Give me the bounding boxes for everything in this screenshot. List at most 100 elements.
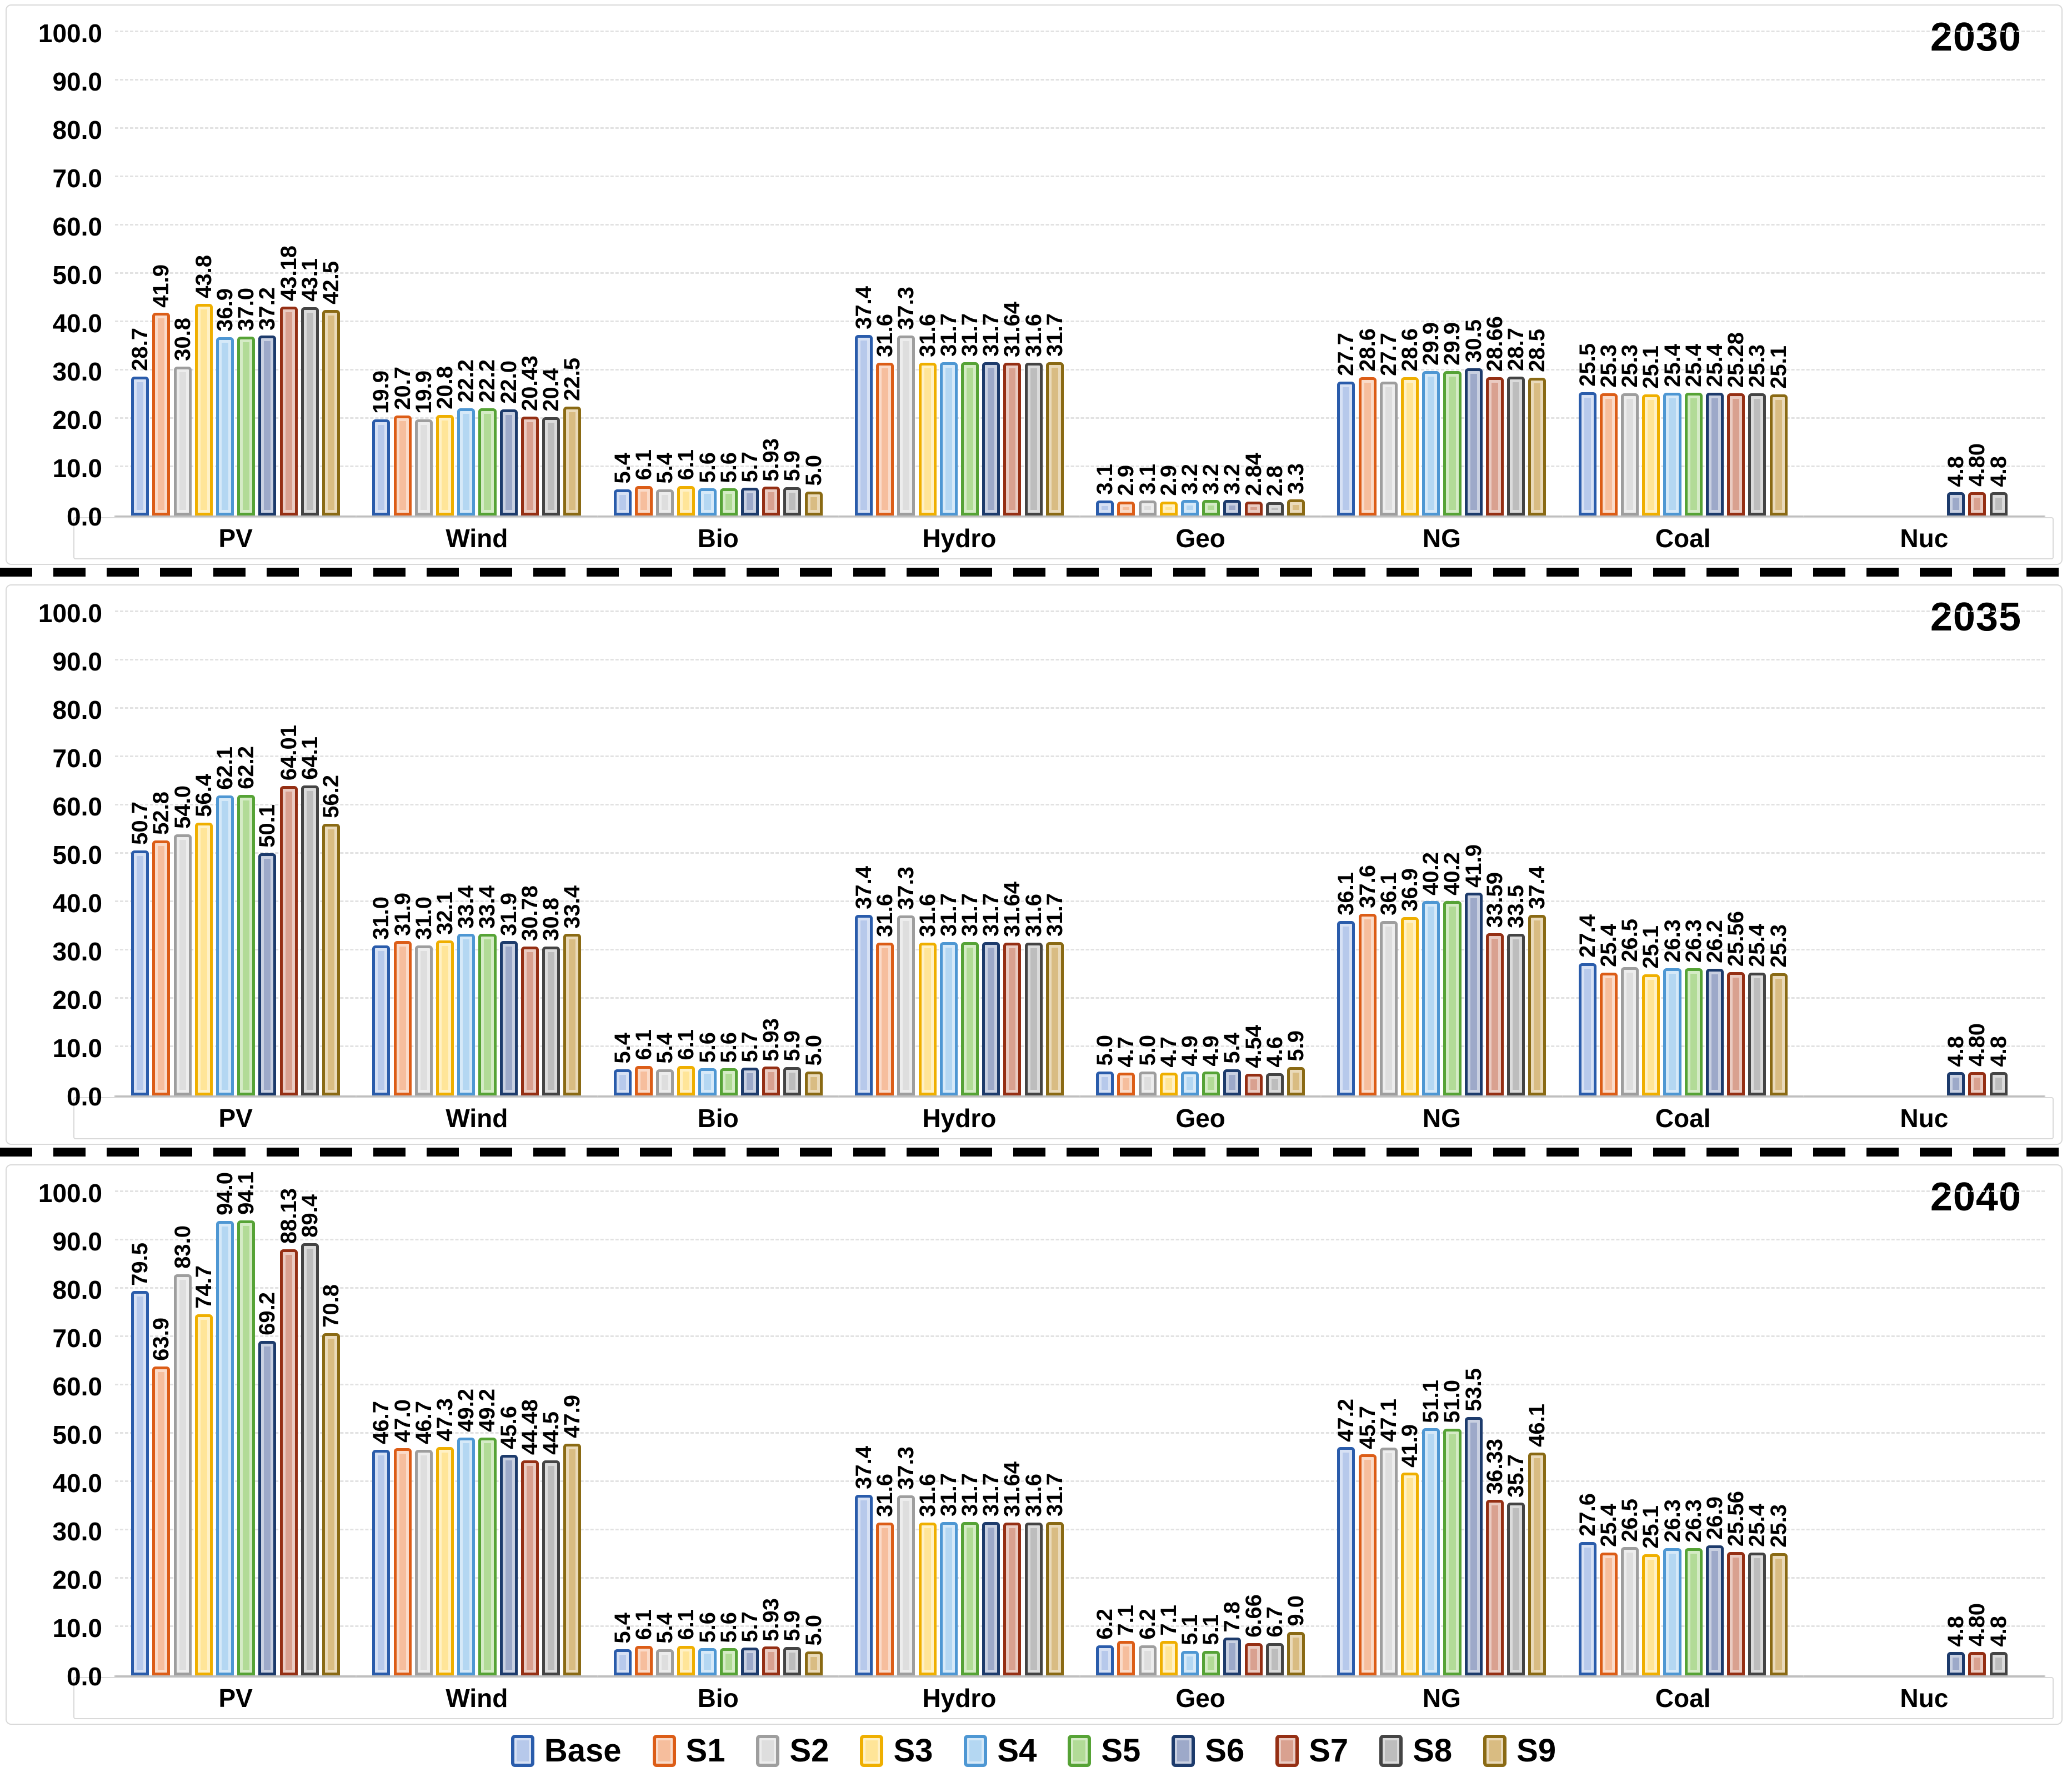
bar-s8-pv	[301, 785, 319, 1095]
bar-value-label: 41.9	[1398, 1424, 1423, 1468]
bar-s7-bio	[762, 1646, 780, 1675]
bar-s9-wind	[563, 407, 582, 515]
category-label-geo: Geo	[1175, 1104, 1225, 1133]
bar-s3-pv	[194, 823, 213, 1095]
legend-label: S2	[789, 1733, 829, 1769]
category-label-wind: Wind	[446, 1104, 508, 1133]
gridline	[115, 900, 2045, 902]
bar-value-label: 28.5	[1525, 329, 1550, 373]
bar-base-hydro	[854, 914, 873, 1095]
bar-value-label: 64.1	[297, 737, 322, 780]
bar-s1-coal	[1599, 393, 1618, 515]
category-label-bio: Bio	[697, 1104, 739, 1133]
bar-s2-wind	[414, 419, 433, 515]
bar-value-label: 53.5	[1461, 1368, 1486, 1411]
bar-value-label: 41.9	[149, 264, 174, 308]
bar-s3-hydro	[918, 363, 937, 515]
bar-s2-bio	[656, 1649, 674, 1675]
gridline	[115, 755, 2045, 757]
y-tick-label: 90.0	[52, 1227, 102, 1256]
bar-s3-wind	[436, 940, 454, 1095]
bar-s6-nuc	[1947, 492, 1965, 515]
gridline	[115, 1577, 2045, 1579]
bar-s6-geo	[1223, 500, 1242, 515]
bar-s1-ng	[1358, 913, 1377, 1095]
bar-s7-nuc	[1968, 1072, 1986, 1095]
gridline	[115, 610, 2045, 612]
bar-s2-hydro	[897, 335, 915, 515]
bar-s5-ng	[1443, 1429, 1462, 1675]
bar-s7-geo	[1244, 1643, 1263, 1675]
bar-s1-hydro	[876, 1523, 894, 1675]
gridline	[115, 1432, 2045, 1434]
bar-s6-ng	[1464, 893, 1483, 1095]
bar-s6-coal	[1705, 393, 1724, 515]
bar-s3-ng	[1401, 917, 1419, 1095]
category-label-nuc: Nuc	[1900, 524, 1949, 553]
gridline	[115, 224, 2045, 226]
bar-s6-wind	[499, 941, 518, 1095]
legend-swatch-s6	[1172, 1734, 1195, 1767]
panel-2035: 2035 50.7 31.0 5.4 37.4 5.0 36.1 27.4 52.8 31.9 6…	[6, 584, 2063, 1145]
legend-swatch-s2	[756, 1734, 780, 1767]
category-label-coal: Coal	[1655, 1104, 1711, 1133]
year-label-2030: 2030	[1930, 15, 2021, 59]
bar-s4-bio	[698, 488, 717, 515]
bar-s5-bio	[719, 488, 738, 515]
legend-item-s4: S4	[964, 1732, 1037, 1769]
bar-s5-coal	[1684, 968, 1703, 1095]
bar-s4-ng	[1422, 1428, 1440, 1675]
category-label-pv: PV	[218, 524, 253, 553]
bar-s7-ng	[1485, 1499, 1504, 1675]
bar-s8-coal	[1748, 1553, 1766, 1675]
bar-base-wind	[372, 1449, 391, 1675]
legend-swatch-base	[511, 1734, 534, 1767]
gridline	[115, 1529, 2045, 1530]
bar-s3-wind	[436, 415, 454, 515]
gridline	[115, 1045, 2045, 1047]
bar-s5-bio	[719, 1068, 738, 1095]
y-tick-label: 80.0	[52, 1275, 102, 1304]
bar-s6-wind	[499, 1455, 518, 1675]
bar-s1-pv	[152, 1366, 171, 1675]
bar-value-label: 5.0	[801, 1614, 826, 1646]
bar-s5-hydro	[960, 362, 979, 515]
panel-2040: 2040 79.5 46.7 5.4 37.4 6.2 47.2 27.6 63.9 47.0 6…	[6, 1164, 2063, 1725]
bar-s5-hydro	[960, 1522, 979, 1675]
category-label-hydro: Hydro	[922, 524, 997, 553]
bar-s8-bio	[783, 487, 802, 515]
bar-s4-ng	[1422, 371, 1440, 515]
bar-s6-nuc	[1947, 1652, 1965, 1675]
bar-s3-hydro	[918, 1523, 937, 1675]
y-tick-label: 10.0	[52, 454, 102, 483]
bar-s7-ng	[1485, 933, 1504, 1095]
bar-value-label: 9.0	[1284, 1595, 1309, 1626]
panel-divider	[0, 568, 2067, 577]
bar-s9-geo	[1287, 1067, 1305, 1095]
bar-s5-geo	[1202, 1072, 1220, 1095]
y-tick-label: 50.0	[52, 1420, 102, 1449]
bar-s2-coal	[1621, 1547, 1639, 1675]
gridline	[115, 852, 2045, 854]
bar-s5-geo	[1202, 500, 1220, 515]
y-tick-label: 0.0	[67, 1662, 102, 1691]
bar-value-label: 25.3	[1766, 924, 1791, 968]
y-tick-label: 30.0	[52, 357, 102, 386]
bar-s2-pv	[173, 367, 192, 515]
bar-s8-ng	[1507, 1503, 1525, 1675]
y-tick-label: 20.0	[52, 985, 102, 1014]
category-axis-band-2030: PV Wind Bio Hydro Geo NG Coal Nuc	[73, 517, 2054, 559]
legend-item-base: Base	[511, 1732, 622, 1769]
bar-value-label: 31.7	[1042, 893, 1067, 937]
legend-item-s5: S5	[1068, 1732, 1140, 1769]
legend-swatch-s9	[1483, 1734, 1507, 1767]
bar-base-pv	[131, 377, 149, 515]
category-label-nuc: Nuc	[1900, 1104, 1949, 1133]
bar-s4-hydro	[939, 1522, 958, 1675]
bar-s2-geo	[1138, 500, 1157, 515]
legend-swatch-s3	[860, 1734, 884, 1767]
bar-s7-ng	[1485, 377, 1504, 515]
bar-s6-pv	[258, 336, 277, 515]
category-label-wind: Wind	[446, 524, 508, 553]
y-tick-label: 20.0	[52, 406, 102, 434]
